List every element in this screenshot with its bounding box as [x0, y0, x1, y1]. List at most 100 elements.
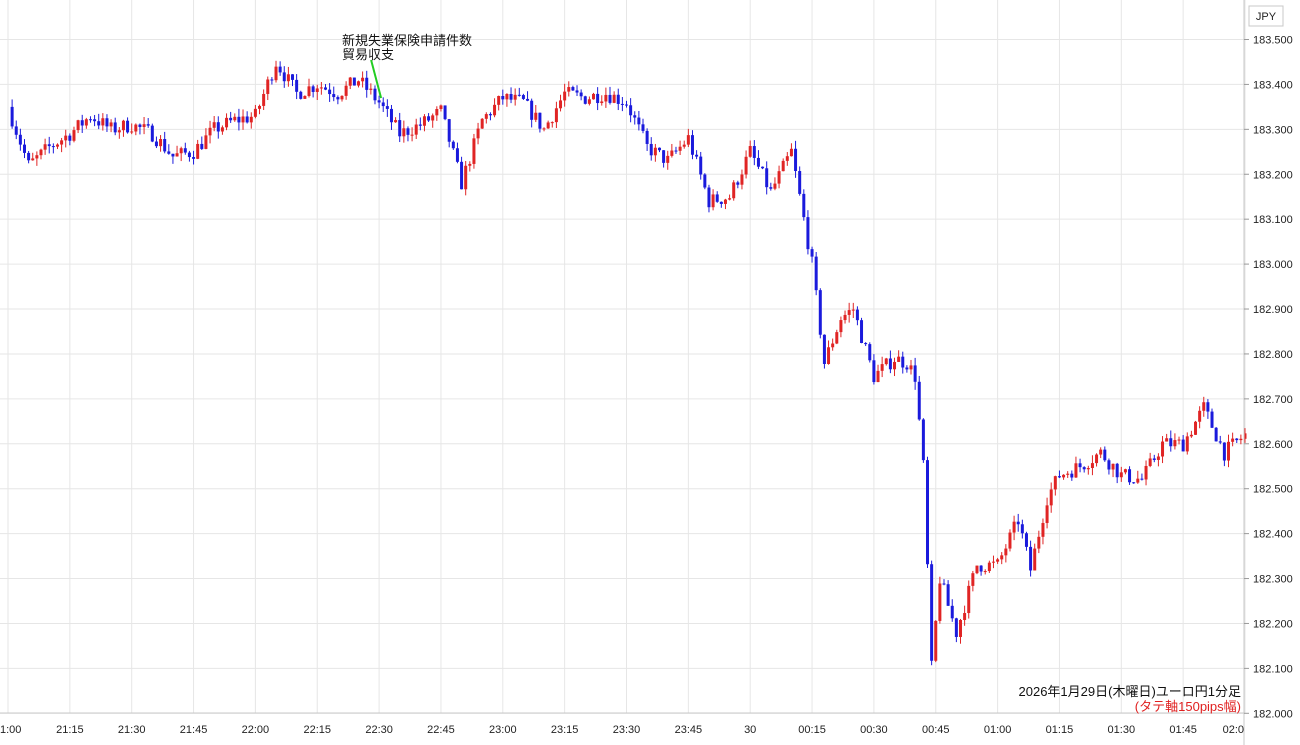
y-tick-label: 182.800 [1253, 349, 1293, 361]
candle [55, 143, 59, 150]
candle-body [756, 157, 760, 167]
candle-body [963, 613, 967, 620]
candle-body [1227, 441, 1231, 461]
candles [10, 60, 1247, 666]
candle-body [827, 347, 831, 364]
candle-body [926, 460, 930, 565]
candle-body [1173, 440, 1177, 447]
x-tick-label: 00:15 [798, 724, 826, 736]
candle [84, 117, 88, 129]
candle-body [761, 166, 765, 169]
candle-body [1239, 438, 1243, 441]
candle-body [31, 158, 35, 161]
candle [1012, 515, 1016, 541]
candle-body [851, 309, 855, 311]
candle-body [620, 103, 624, 105]
candle-body [1115, 463, 1119, 478]
candle-body [1074, 463, 1078, 478]
candle [991, 555, 995, 569]
candle [958, 618, 962, 644]
candle-body [781, 160, 785, 172]
candle [1029, 540, 1033, 577]
candle-body [1156, 456, 1160, 460]
candle-body [550, 122, 554, 124]
candle-body [204, 135, 208, 149]
candle-body [1103, 449, 1107, 461]
x-tick-label: 22:45 [427, 724, 455, 736]
candle-body [93, 119, 97, 122]
candle [460, 156, 464, 190]
candle [637, 110, 641, 131]
candle [917, 375, 921, 421]
candle-body [97, 121, 101, 126]
candle-body [154, 141, 158, 147]
candle-body [435, 109, 439, 116]
candle-body [1140, 478, 1144, 480]
candle [1185, 432, 1189, 455]
candle [1235, 438, 1239, 443]
candle-body [893, 361, 897, 370]
candle [1000, 552, 1004, 565]
candle [468, 161, 472, 172]
candle [666, 150, 670, 170]
candle [942, 579, 946, 586]
candle [765, 161, 769, 195]
candle [975, 565, 979, 575]
x-tick-label: 22:15 [303, 724, 331, 736]
candle-body [377, 100, 381, 103]
candle [1099, 447, 1103, 459]
candle [146, 118, 150, 128]
candle [851, 302, 855, 319]
candle-body [245, 116, 249, 123]
candle [344, 81, 348, 100]
candle [1020, 519, 1024, 539]
candle [1222, 442, 1226, 467]
candle-body [352, 77, 356, 86]
candle-body [398, 120, 402, 137]
candle [1231, 432, 1235, 447]
candle-body [872, 360, 876, 383]
candle-body [253, 108, 257, 117]
candle [1152, 454, 1156, 463]
candle-body [39, 149, 43, 156]
candle [68, 133, 72, 146]
candle [1066, 471, 1070, 478]
candle [159, 135, 163, 152]
candle [1173, 433, 1177, 450]
candle [670, 143, 674, 158]
candle [493, 98, 497, 118]
candle [431, 113, 435, 128]
candle [422, 114, 426, 132]
candle-body [1128, 469, 1132, 483]
candle [484, 112, 488, 124]
candle [789, 143, 793, 157]
candle-body [171, 153, 175, 157]
candle [987, 560, 991, 574]
candle [1111, 463, 1115, 478]
candle-body [146, 124, 150, 126]
candle-body [484, 114, 488, 119]
candle-body [1086, 468, 1090, 470]
candle-body [464, 165, 468, 190]
candle [616, 88, 620, 111]
candle-body [1165, 438, 1169, 442]
candle-body [711, 194, 715, 208]
candle [472, 133, 476, 169]
candle [773, 177, 777, 191]
candle [365, 70, 369, 98]
candle-body [794, 148, 798, 172]
candle-body [1078, 463, 1082, 468]
candle-body [864, 343, 868, 345]
candle [225, 113, 229, 131]
candle-body [567, 87, 571, 92]
currency-label: JPY [1256, 11, 1277, 23]
candle [43, 138, 47, 155]
candle-body [113, 122, 117, 133]
candle-body [579, 92, 583, 97]
candle-body [1049, 489, 1053, 506]
candle [559, 94, 563, 112]
candle [921, 418, 925, 463]
candle-body [732, 182, 736, 199]
candle-body [394, 120, 398, 123]
candle [946, 580, 950, 606]
